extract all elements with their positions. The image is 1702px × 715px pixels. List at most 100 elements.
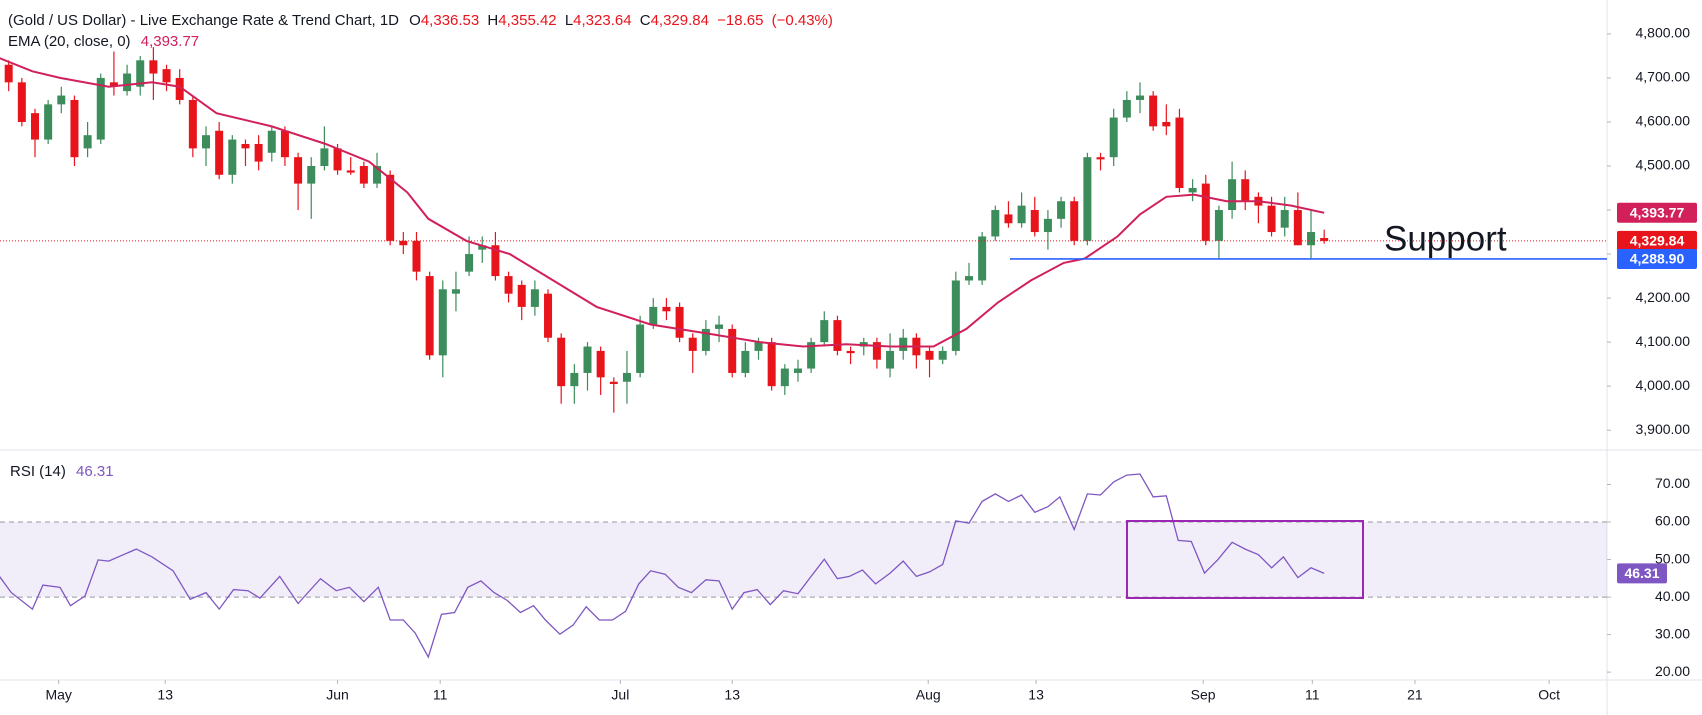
candle-body: [294, 157, 303, 184]
candle-body: [833, 320, 842, 351]
rsi-line: [0, 473, 1325, 659]
candle-body: [1162, 121, 1171, 127]
candle-body: [1043, 218, 1052, 233]
candle-body: [1057, 201, 1066, 219]
candle-body: [307, 165, 316, 184]
y-tick-label: 4,200.00: [1636, 289, 1691, 305]
candle-body: [96, 77, 105, 140]
candle-body: [30, 113, 39, 140]
candle-body: [123, 73, 132, 92]
x-tick-label: 11: [1305, 687, 1320, 703]
candle-body: [491, 245, 500, 277]
candle-body: [964, 276, 973, 281]
candle-body: [346, 170, 355, 173]
candle-body: [701, 328, 710, 351]
candle-body: [215, 130, 224, 175]
candle-body: [109, 82, 118, 87]
candle-body: [1083, 157, 1092, 241]
candle-body: [780, 368, 789, 387]
x-tick-label: Oct: [1538, 687, 1560, 703]
ohlc-value: 4,336.53: [421, 12, 479, 29]
candle-body: [570, 372, 579, 387]
candle-body: [675, 306, 684, 338]
candle-body: [662, 306, 671, 312]
candle-body: [83, 135, 92, 149]
candle-body: [333, 148, 342, 171]
candle-body: [1188, 188, 1197, 193]
candle-body: [688, 337, 697, 351]
candle-body: [1017, 205, 1026, 224]
candle-body: [1109, 117, 1118, 158]
ohlc-value: 4,355.42: [498, 12, 556, 29]
candle-body: [1241, 179, 1250, 202]
ema-value: 4,393.77: [141, 33, 199, 50]
candle-body: [478, 245, 487, 250]
candle-body: [938, 350, 947, 360]
candle-body: [609, 381, 618, 384]
x-tick-label: 13: [724, 687, 740, 703]
candle-body: [228, 139, 237, 175]
chart-header: (Gold / US Dollar) - Live Exchange Rate …: [8, 12, 833, 29]
candle-body: [1280, 210, 1289, 228]
candle-body: [1214, 210, 1223, 241]
rsi-panel: [0, 473, 1607, 659]
ohlc-key: C: [640, 12, 651, 29]
candle-body: [925, 350, 934, 360]
candle-body: [1136, 95, 1145, 100]
candle-body: [807, 342, 816, 369]
y-tick-label: 20.00: [1655, 663, 1690, 679]
candle-body: [530, 289, 539, 307]
candle-body: [504, 276, 513, 294]
candle-body: [188, 99, 197, 149]
rsi-band: [0, 522, 1607, 598]
rsi-value: 46.31: [76, 463, 114, 480]
candle-body: [517, 284, 526, 307]
rsi-legend: RSI (14) 46.31: [10, 463, 114, 480]
candle-body: [754, 342, 763, 351]
rsi-name: RSI (14): [10, 463, 66, 480]
ohlc-key: L: [565, 12, 573, 29]
candle-body: [649, 306, 658, 325]
candle-body: [583, 346, 592, 373]
support-price-box: [1617, 248, 1697, 269]
candle-body: [1030, 210, 1039, 233]
candle-body: [951, 280, 960, 351]
y-tick-label: 4,700.00: [1636, 69, 1691, 85]
x-tick-label: Aug: [916, 687, 941, 703]
candle-body: [544, 293, 553, 338]
y-tick-label: 3,900.00: [1636, 421, 1691, 437]
ema-line: [0, 57, 1325, 348]
candle-body: [1149, 95, 1158, 127]
x-tick-label: May: [45, 687, 71, 703]
ohlc-value: 4,323.64: [573, 12, 631, 29]
y-tick-label: 4,000.00: [1636, 377, 1691, 393]
candle-body: [1096, 157, 1105, 160]
candle-body: [241, 143, 250, 149]
candle-body: [4, 64, 13, 83]
candle-body: [44, 104, 53, 140]
candle-body: [1293, 210, 1302, 246]
candle-body: [596, 350, 605, 378]
y-tick-label: 30.00: [1655, 625, 1690, 641]
candle-body: [373, 165, 382, 184]
x-tick-label: 13: [157, 687, 173, 703]
candle-body: [202, 135, 211, 149]
candle-body: [1004, 214, 1013, 224]
candle-body: [872, 342, 881, 360]
y-tick-label: 4,500.00: [1636, 157, 1691, 173]
last-price-box: [1617, 230, 1697, 251]
candle-body: [399, 240, 408, 246]
y-tick-label: 60.00: [1655, 513, 1690, 529]
candle-body: [715, 324, 724, 329]
candle-body: [728, 328, 737, 373]
candle-body: [978, 236, 987, 281]
rsi-value-text: 46.31: [1624, 565, 1659, 581]
candle-body: [412, 240, 421, 272]
candle-body: [136, 60, 145, 87]
candle-body: [1267, 205, 1276, 233]
candle-body: [267, 130, 276, 153]
candle-body: [846, 350, 855, 354]
candle-body: [557, 337, 566, 387]
candle-body: [149, 60, 158, 74]
